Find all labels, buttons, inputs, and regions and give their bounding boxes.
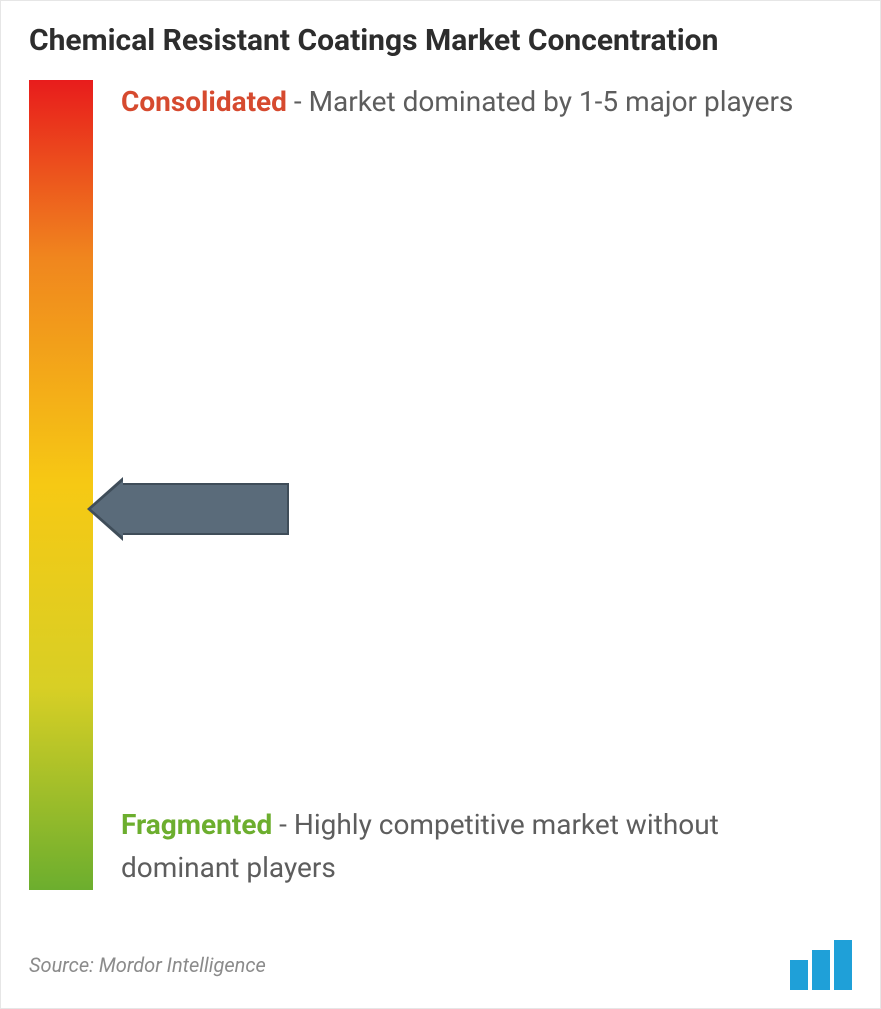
footer: Source: Mordor Intelligence <box>29 940 852 990</box>
concentration-arrow-wrap <box>121 483 289 535</box>
mordor-logo-icon <box>790 940 852 990</box>
labels-column: Consolidated - Market dominated by 1-5 m… <box>93 80 852 890</box>
infographic-container: Chemical Resistant Coatings Market Conce… <box>0 0 881 1009</box>
consolidated-label: Consolidated - Market dominated by 1-5 m… <box>121 80 842 123</box>
fragmented-keyword: Fragmented <box>121 808 272 841</box>
concentration-arrow-icon <box>121 483 289 535</box>
content-row: Consolidated - Market dominated by 1-5 m… <box>29 80 852 890</box>
consolidated-rest: - Market dominated by 1-5 major players <box>287 85 793 118</box>
source-text: Source: Mordor Intelligence <box>29 953 266 977</box>
fragmented-label: Fragmented - Highly competitive market w… <box>121 803 842 890</box>
logo-bar-2 <box>812 950 830 990</box>
concentration-gradient-bar <box>29 80 93 890</box>
chart-title: Chemical Resistant Coatings Market Conce… <box>29 21 852 62</box>
logo-bar-1 <box>790 960 808 990</box>
consolidated-keyword: Consolidated <box>121 85 287 118</box>
logo-bar-3 <box>834 940 852 990</box>
